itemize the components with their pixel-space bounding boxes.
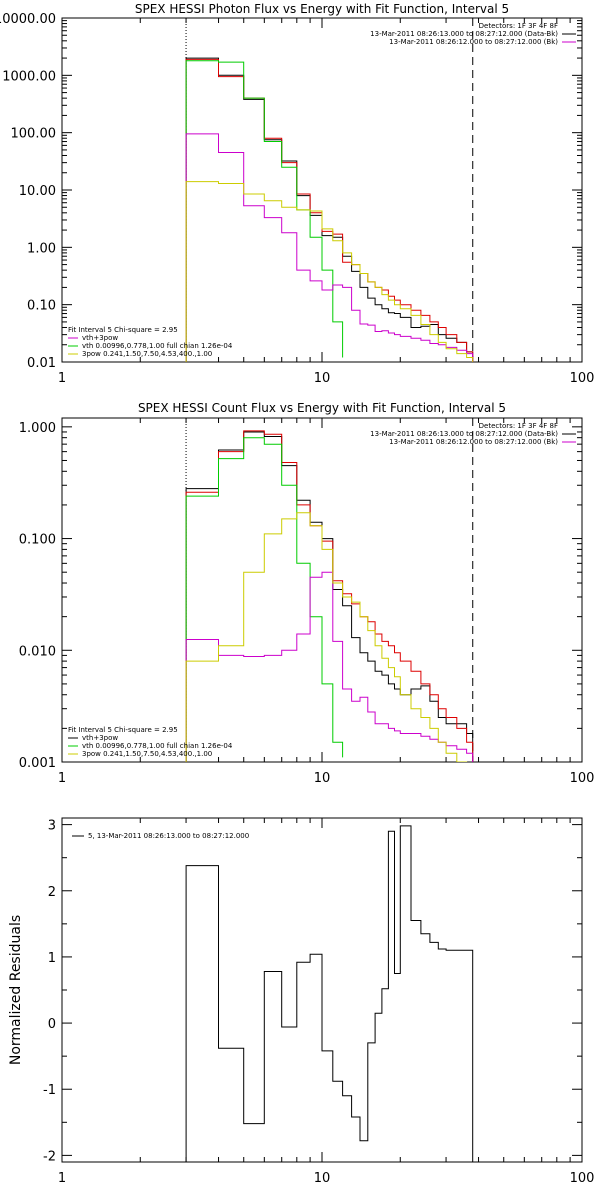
legend-bottom-left-text: vth 0.00996,0.778,1.00 full chian 1.26e-… [82,742,233,750]
legend-bottom-left-text: vth+3pow [82,734,118,742]
series-line-2 [185,60,344,362]
legend-text: 5, 13-Mar-2011 08:26:13.000 to 08:27:12.… [88,832,249,840]
series-line-1 [185,430,474,762]
legend-bottom-left-text: 3pow 0.241,1.50,7.50,4.53,400.,1.00 [82,350,212,358]
y-tick-label: 2 [48,885,56,900]
legend-bottom-left-text: vth 0.00996,0.778,1.00 full chian 1.26e-… [82,342,233,350]
y-tick-label: 0.100 [19,533,56,548]
legend-top-right-text: 13-Mar-2011 08:26:13.000 to 08:27:12.000… [370,430,558,438]
chart-title: SPEX HESSI Photon Flux vs Energy with Fi… [135,2,509,16]
plot-frame [61,417,583,763]
series-line-1 [185,58,474,362]
y-tick-label: -1 [43,1083,56,1098]
series-line-0 [185,431,474,762]
series-group [185,57,474,362]
y-tick-label: 1000.00 [2,69,56,84]
y-tick-label: 3 [48,819,56,834]
y-tick-label: 10000.00 [0,12,56,27]
series-line-3 [185,571,474,762]
x-tick-label: 100 [570,371,595,386]
series-line-2 [185,437,344,762]
series-line-0 [185,825,474,1162]
y-tick-label: 0 [48,1017,56,1032]
y-tick-label: 10.00 [19,184,56,199]
y-axis-label: Normalized Residuals [8,915,24,1065]
y-tick-label: 0.001 [19,756,56,771]
x-tick-label: 1 [58,771,66,786]
legend-top-right-text: 13-Mar-2011 08:26:13.000 to 08:27:12.000… [370,30,558,38]
y-tick-label: 0.010 [19,644,56,659]
series-group [185,430,474,762]
x-tick-label: 10 [314,1171,331,1186]
y-tick-label: 0.10 [27,299,56,314]
y-tick-label: 1.00 [27,241,56,256]
series-line-3 [185,133,474,362]
legend-top-right-text: Detectors: 1F 3F 4F 8F [479,422,558,430]
plot-frame [61,17,583,363]
x-tick-label: 1 [58,371,66,386]
legend-top-right-text: 13-Mar-2011 08:26:12.000 to 08:27:12.000… [389,438,558,446]
x-tick-label: 100 [570,1171,595,1186]
chart-title: SPEX HESSI Count Flux vs Energy with Fit… [138,401,506,415]
y-tick-label: 100.00 [11,127,57,142]
y-tick-label: -2 [43,1149,56,1164]
y-tick-label: 1 [48,951,56,966]
series-line-4 [185,512,474,762]
legend-bottom-left-text: vth+3pow [82,334,118,342]
y-tick-label: 1.000 [19,421,56,436]
x-tick-label: 100 [570,771,595,786]
legend-bottom-left-text: 3pow 0.241,1.50,7.50,4.53,400.,1.00 [82,750,212,758]
y-tick-label: 0.01 [27,356,56,371]
legend-bottom-left-text: Fit Interval 5 Chi-square = 2.95 [68,726,178,734]
x-tick-label: 10 [314,771,331,786]
legend-top-right-text: Detectors: 1F 3F 4F 8F [479,22,558,30]
legend-bottom-left-text: Fit Interval 5 Chi-square = 2.95 [68,326,178,334]
x-tick-label: 10 [314,371,331,386]
x-tick-label: 1 [58,1171,66,1186]
series-group [185,825,474,1162]
legend-top-right-text: 13-Mar-2011 08:26:12.000 to 08:27:12.000… [389,38,558,46]
series-line-4 [185,181,474,362]
